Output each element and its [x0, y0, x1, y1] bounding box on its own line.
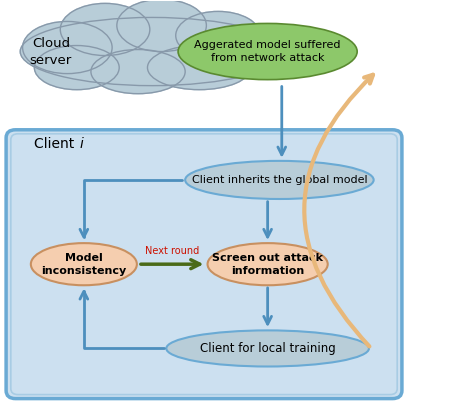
Ellipse shape [31, 243, 137, 285]
Text: Model
inconsistency: Model inconsistency [41, 252, 127, 276]
FancyArrowPatch shape [304, 75, 373, 346]
Ellipse shape [117, 0, 206, 52]
Text: Client for local training: Client for local training [200, 342, 336, 355]
Ellipse shape [185, 161, 374, 199]
Ellipse shape [23, 21, 112, 74]
Ellipse shape [208, 243, 328, 285]
Text: i: i [79, 137, 83, 151]
Ellipse shape [147, 46, 251, 90]
Ellipse shape [91, 50, 185, 94]
Ellipse shape [176, 11, 261, 59]
Ellipse shape [178, 23, 357, 80]
Ellipse shape [60, 3, 150, 56]
Text: Cloud
server: Cloud server [30, 36, 72, 67]
Text: Client inherits the global model: Client inherits the global model [191, 175, 367, 185]
Ellipse shape [20, 17, 284, 86]
Text: Aggerated model suffered
from network attack: Aggerated model suffered from network at… [194, 40, 341, 63]
Text: Next round: Next round [145, 246, 199, 256]
Ellipse shape [35, 46, 119, 90]
Ellipse shape [166, 330, 369, 366]
FancyBboxPatch shape [6, 130, 402, 399]
Text: Client: Client [35, 137, 79, 151]
Ellipse shape [218, 34, 293, 78]
Text: Screen out attack
information: Screen out attack information [212, 252, 323, 276]
